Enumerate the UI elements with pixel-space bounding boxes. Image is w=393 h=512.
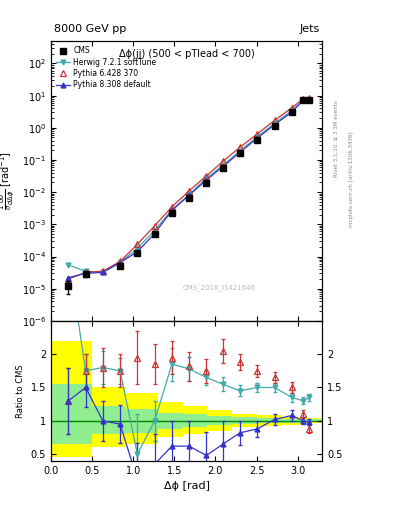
X-axis label: Δϕ [rad]: Δϕ [rad]	[163, 481, 210, 491]
Legend: CMS, Herwig 7.2.1 softTune, Pythia 6.428 370, Pythia 8.308 default: CMS, Herwig 7.2.1 softTune, Pythia 6.428…	[55, 45, 158, 91]
Text: Rivet 3.1.10, ≥ 3.3M events: Rivet 3.1.10, ≥ 3.3M events	[334, 100, 338, 177]
Y-axis label: $\frac{1}{\sigma}\frac{d\sigma}{d\Delta\phi}$ [rad$^{-1}$]: $\frac{1}{\sigma}\frac{d\sigma}{d\Delta\…	[0, 152, 17, 210]
Text: Δϕ(jj) (500 < pTlead < 700): Δϕ(jj) (500 < pTlead < 700)	[119, 49, 255, 59]
Y-axis label: Ratio to CMS: Ratio to CMS	[16, 364, 25, 418]
Text: CMS_2016_I1421646: CMS_2016_I1421646	[183, 284, 256, 291]
Text: mcplots.cern.ch [arXiv:1306.3436]: mcplots.cern.ch [arXiv:1306.3436]	[349, 132, 354, 227]
Text: Jets: Jets	[299, 24, 320, 34]
Text: 8000 GeV pp: 8000 GeV pp	[54, 24, 126, 34]
